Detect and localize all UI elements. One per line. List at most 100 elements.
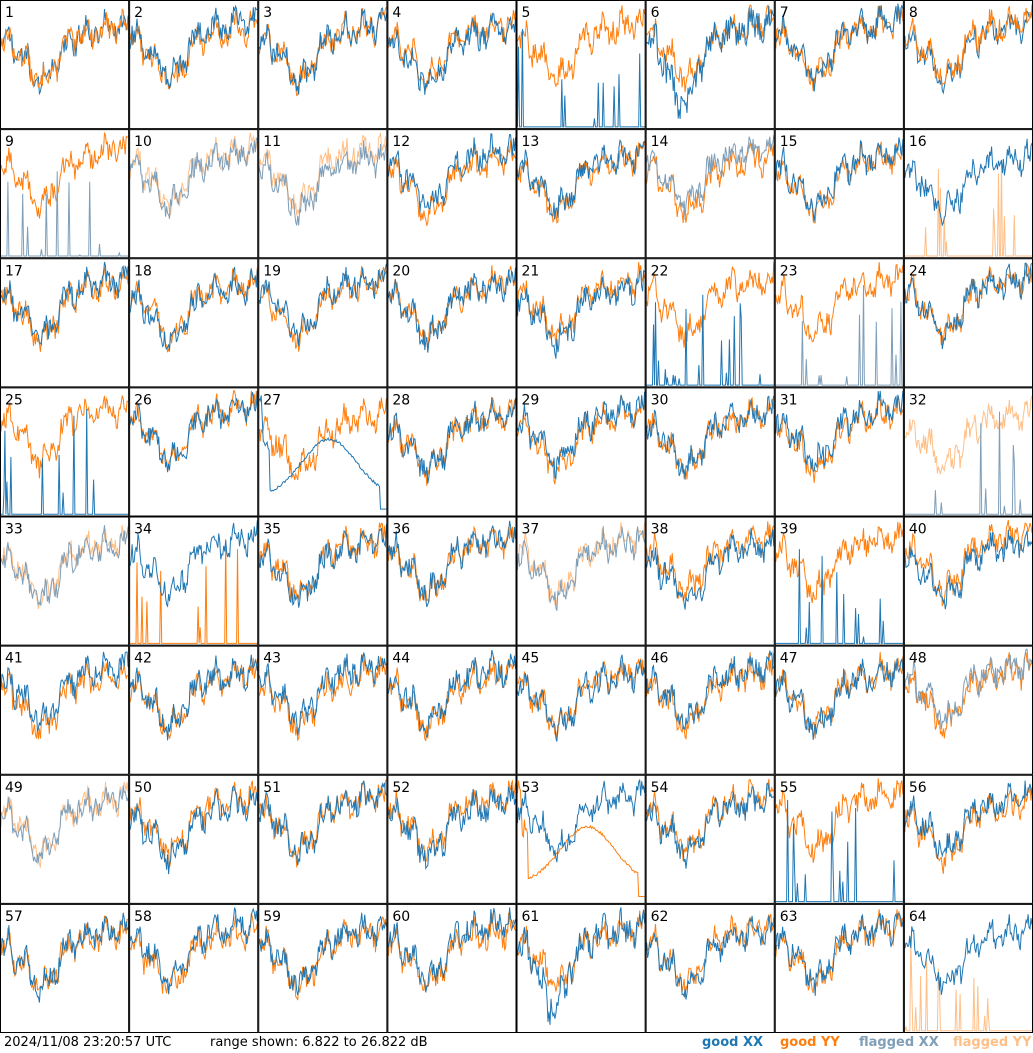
panel-label: 1 bbox=[5, 5, 14, 21]
panel-border bbox=[516, 0, 646, 130]
panel-label: 2 bbox=[134, 5, 143, 21]
panel-label: 43 bbox=[263, 651, 281, 667]
panel-border bbox=[258, 129, 388, 259]
series-xx-line bbox=[258, 780, 387, 866]
series-xx-line bbox=[517, 654, 646, 742]
series-xx-line bbox=[258, 7, 387, 95]
panel-label: 10 bbox=[134, 134, 152, 150]
panel-8: 8 bbox=[903, 0, 1033, 130]
panel-label: 44 bbox=[392, 651, 410, 667]
panel-border bbox=[129, 129, 259, 259]
panel-border bbox=[0, 645, 130, 775]
panel-border bbox=[0, 387, 130, 517]
series-xx-line bbox=[0, 912, 129, 1003]
panel-label: 54 bbox=[651, 780, 669, 796]
panel-label: 47 bbox=[780, 651, 798, 667]
panel-border bbox=[0, 903, 130, 1033]
panel-58: 58 bbox=[129, 903, 259, 1033]
panel-3: 3 bbox=[258, 0, 388, 130]
panel-57: 57 bbox=[0, 903, 130, 1033]
panel-label: 40 bbox=[909, 522, 927, 538]
series-xx-line bbox=[387, 133, 516, 213]
panel-42: 42 bbox=[129, 645, 259, 775]
series-yy-line bbox=[258, 397, 387, 481]
footer: 2024/11/08 23:20:57 UTC range shown: 6.8… bbox=[0, 1033, 1033, 1053]
series-xx-line bbox=[1, 171, 129, 257]
panel-border bbox=[774, 903, 904, 1033]
panel-border bbox=[774, 645, 904, 775]
panel-32: 32 bbox=[903, 387, 1033, 517]
panel-24: 24 bbox=[903, 258, 1033, 388]
panel-label: 38 bbox=[651, 522, 669, 538]
panel-label: 53 bbox=[522, 780, 540, 796]
panel-label: 61 bbox=[522, 909, 540, 925]
panel-border bbox=[645, 645, 775, 775]
series-xx-line bbox=[517, 907, 646, 1025]
panel-border bbox=[903, 0, 1033, 130]
series-yy-line bbox=[0, 781, 129, 868]
panel-39: 39 bbox=[774, 516, 904, 646]
panel-border bbox=[516, 774, 646, 904]
panel-label: 42 bbox=[134, 651, 152, 667]
panel-label: 27 bbox=[263, 392, 281, 408]
panel-label: 8 bbox=[909, 5, 918, 21]
panel-border bbox=[129, 258, 259, 388]
panel-border bbox=[645, 0, 775, 130]
series-xx-line bbox=[0, 525, 129, 607]
panel-border bbox=[0, 0, 130, 130]
panel-label: 5 bbox=[522, 5, 531, 21]
panel-border bbox=[258, 0, 388, 130]
panel-label: 11 bbox=[263, 134, 281, 150]
panel-border bbox=[645, 903, 775, 1033]
series-yy-line bbox=[0, 661, 129, 740]
series-yy-line bbox=[387, 140, 516, 226]
panel-border bbox=[0, 516, 130, 646]
panel-label: 33 bbox=[5, 522, 23, 538]
series-xx-line bbox=[517, 526, 646, 611]
panel-label: 60 bbox=[392, 909, 410, 925]
series-yy-line bbox=[258, 522, 387, 603]
series-yy-line bbox=[0, 915, 129, 991]
series-xx-line bbox=[258, 652, 387, 736]
series-xx-line bbox=[0, 785, 129, 864]
panel-label: 16 bbox=[909, 134, 927, 150]
legend-good-yy: good YY bbox=[780, 1035, 840, 1050]
panel-border bbox=[129, 387, 259, 517]
panel-label: 17 bbox=[5, 263, 23, 279]
timestamp: 2024/11/08 23:20:57 UTC bbox=[4, 1035, 172, 1050]
panel-16: 16 bbox=[903, 129, 1033, 259]
panel-border bbox=[645, 387, 775, 517]
series-xx-line bbox=[1, 408, 129, 515]
panel-border bbox=[387, 387, 517, 517]
series-xx-line bbox=[517, 28, 645, 128]
panel-border bbox=[0, 258, 130, 388]
series-xx-line bbox=[129, 266, 258, 351]
panel-label: 20 bbox=[392, 263, 410, 279]
series-xx-line bbox=[517, 391, 646, 480]
panel-35: 35 bbox=[258, 516, 388, 646]
panel-10: 10 bbox=[129, 129, 259, 259]
panel-label: 64 bbox=[909, 909, 927, 925]
panel-label: 63 bbox=[780, 909, 798, 925]
panel-border bbox=[258, 516, 388, 646]
panel-label: 3 bbox=[263, 5, 272, 21]
panel-label: 46 bbox=[651, 651, 669, 667]
series-yy-line bbox=[258, 916, 387, 1001]
panel-30: 30 bbox=[645, 387, 775, 517]
series-xx-line bbox=[904, 780, 1033, 860]
panel-label: 29 bbox=[522, 392, 540, 408]
series-xx-line bbox=[258, 524, 387, 608]
panel-label: 21 bbox=[522, 263, 540, 279]
series-yy-line bbox=[646, 913, 775, 998]
panel-border bbox=[387, 516, 517, 646]
series-yy-line bbox=[258, 132, 387, 216]
series-yy-line bbox=[646, 396, 775, 480]
panel-label: 35 bbox=[263, 522, 281, 538]
series-yy-line bbox=[904, 161, 1032, 257]
series-yy-line bbox=[904, 395, 1033, 476]
series-xx-line bbox=[646, 294, 774, 386]
series-xx-line bbox=[775, 912, 904, 996]
panel-59: 59 bbox=[258, 903, 388, 1033]
series-xx-line bbox=[775, 390, 904, 472]
panel-border bbox=[129, 774, 259, 904]
